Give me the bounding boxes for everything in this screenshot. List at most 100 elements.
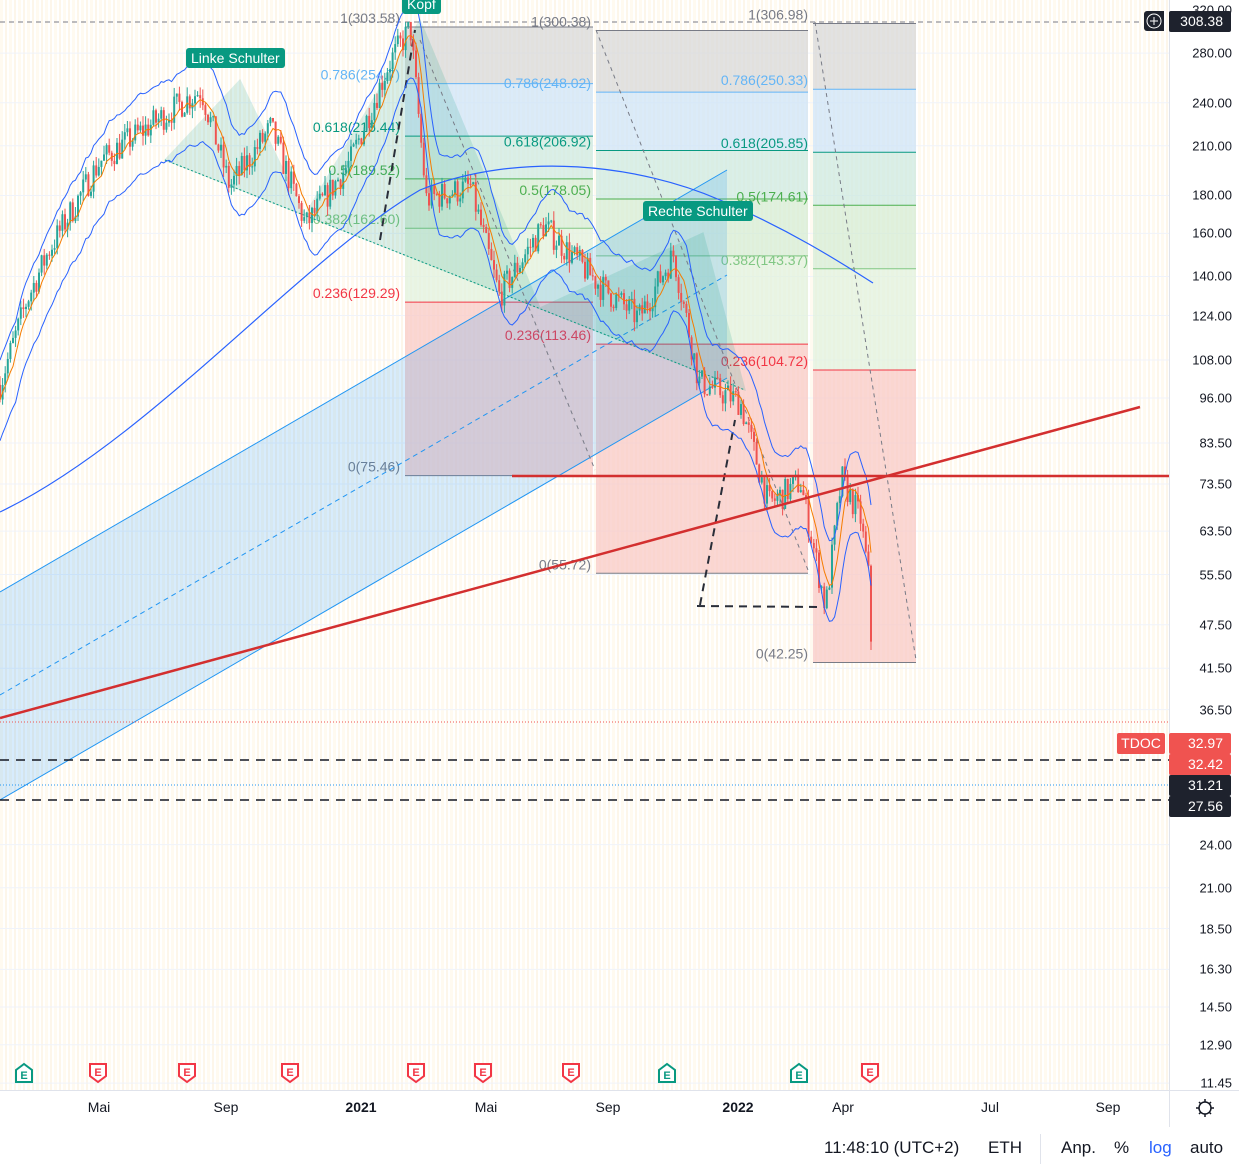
- candle: [298, 196, 300, 204]
- percent-toggle[interactable]: %: [1114, 1138, 1130, 1157]
- earnings-icon[interactable]: E: [561, 1062, 581, 1084]
- candle: [698, 376, 701, 384]
- candle: [318, 193, 321, 199]
- candle: [690, 337, 693, 360]
- candle: [729, 385, 732, 402]
- candle: [469, 183, 472, 185]
- candle: [805, 495, 807, 499]
- candle: [623, 293, 625, 305]
- candle: [261, 132, 264, 142]
- chart-pane[interactable]: 1(303.58) 0.786(254.7) 0.618(216.44) 0.5(18…: [0, 0, 1169, 1090]
- candle: [108, 145, 111, 153]
- chart-drawing-layer[interactable]: 1(303.58)0.786(254.7)0.618(216.44)0.5(18…: [0, 0, 1169, 1090]
- candle: [212, 116, 215, 118]
- candle: [685, 303, 688, 313]
- head-label[interactable]: Kopf: [402, 0, 441, 14]
- time-label: 2022: [722, 1099, 754, 1115]
- candle: [415, 50, 417, 78]
- candle: [672, 250, 675, 257]
- log-toggle[interactable]: log: [1149, 1138, 1172, 1157]
- earnings-icon[interactable]: E: [406, 1062, 426, 1084]
- candle: [391, 52, 394, 70]
- candle: [482, 224, 485, 227]
- candle: [386, 72, 389, 82]
- candle: [810, 536, 813, 543]
- candle: [818, 552, 820, 588]
- candle: [763, 477, 766, 504]
- candle: [854, 495, 857, 515]
- candle: [305, 212, 308, 218]
- candle: [633, 298, 636, 323]
- candle: [238, 165, 241, 175]
- candle: [181, 101, 183, 117]
- session-toggle[interactable]: ETH: [988, 1138, 1022, 1157]
- fib3-zone: [813, 89, 916, 153]
- earnings-icon[interactable]: E: [789, 1062, 809, 1084]
- add-alert-button[interactable]: [1144, 11, 1164, 31]
- projection-line: [595, 29, 809, 571]
- candle: [636, 310, 638, 323]
- candle: [350, 146, 352, 161]
- candle: [539, 224, 542, 226]
- chart-settings-button[interactable]: [1169, 1090, 1239, 1127]
- candle: [428, 193, 430, 206]
- candle: [209, 117, 212, 123]
- candle: [555, 245, 558, 250]
- svg-text:E: E: [663, 1070, 670, 1082]
- time-axis[interactable]: Mai Sep 2021 Mai Sep 2022 Apr Jul Sep: [0, 1090, 1169, 1127]
- earnings-icon[interactable]: E: [88, 1062, 108, 1084]
- candle: [625, 304, 628, 311]
- candle: [22, 307, 25, 310]
- candle: [552, 220, 555, 250]
- price-tick-label: 63.50: [1199, 523, 1232, 539]
- adjust-toggle[interactable]: Anp.: [1061, 1138, 1096, 1157]
- candle: [807, 498, 810, 537]
- fib2-level-label: 0.236(113.46): [505, 327, 591, 343]
- candle: [669, 250, 672, 279]
- candle: [368, 115, 371, 129]
- right-shoulder-label[interactable]: Rechte Schulter: [643, 201, 753, 221]
- candle: [451, 194, 454, 197]
- candle: [74, 216, 77, 222]
- earnings-icon[interactable]: E: [860, 1062, 880, 1084]
- candle: [147, 124, 150, 136]
- candle: [14, 330, 17, 338]
- earnings-icon[interactable]: E: [14, 1062, 34, 1084]
- fib2-zone: [596, 150, 808, 199]
- candle: [433, 185, 436, 194]
- candle: [337, 179, 339, 182]
- candle: [846, 474, 849, 502]
- earnings-icon[interactable]: E: [473, 1062, 493, 1084]
- channel-median-line: [0, 274, 728, 696]
- plus-circle-icon: [1146, 13, 1162, 29]
- earnings-icon[interactable]: E: [177, 1062, 197, 1084]
- earnings-icon[interactable]: E: [280, 1062, 300, 1084]
- candle: [745, 422, 748, 425]
- candle: [477, 209, 480, 212]
- auto-toggle[interactable]: auto: [1190, 1138, 1224, 1157]
- fib3-level-label: 0.236(104.72): [721, 353, 808, 369]
- candle: [173, 96, 176, 123]
- candle: [370, 120, 373, 129]
- candle: [693, 353, 696, 360]
- candle: [103, 154, 105, 161]
- candle: [584, 261, 586, 279]
- left-shoulder-label[interactable]: Linke Schulter: [186, 48, 285, 68]
- candle: [659, 271, 662, 283]
- price-axis[interactable]: 320.00280.00240.00210.00180.00160.00140.…: [1169, 0, 1239, 1091]
- lower-band-line: [0, 77, 872, 622]
- candle: [196, 95, 199, 97]
- candle: [199, 95, 202, 99]
- fib2-level-label: 0.5(178.05): [519, 182, 591, 198]
- candle: [357, 138, 360, 140]
- candle: [651, 307, 654, 312]
- candle: [66, 222, 69, 230]
- candle: [576, 247, 579, 256]
- candle: [547, 221, 550, 225]
- candle: [191, 103, 194, 109]
- candle: [95, 165, 98, 176]
- candle: [204, 105, 207, 115]
- candle: [246, 155, 248, 171]
- earnings-icon[interactable]: E: [657, 1062, 677, 1084]
- candle: [165, 122, 168, 130]
